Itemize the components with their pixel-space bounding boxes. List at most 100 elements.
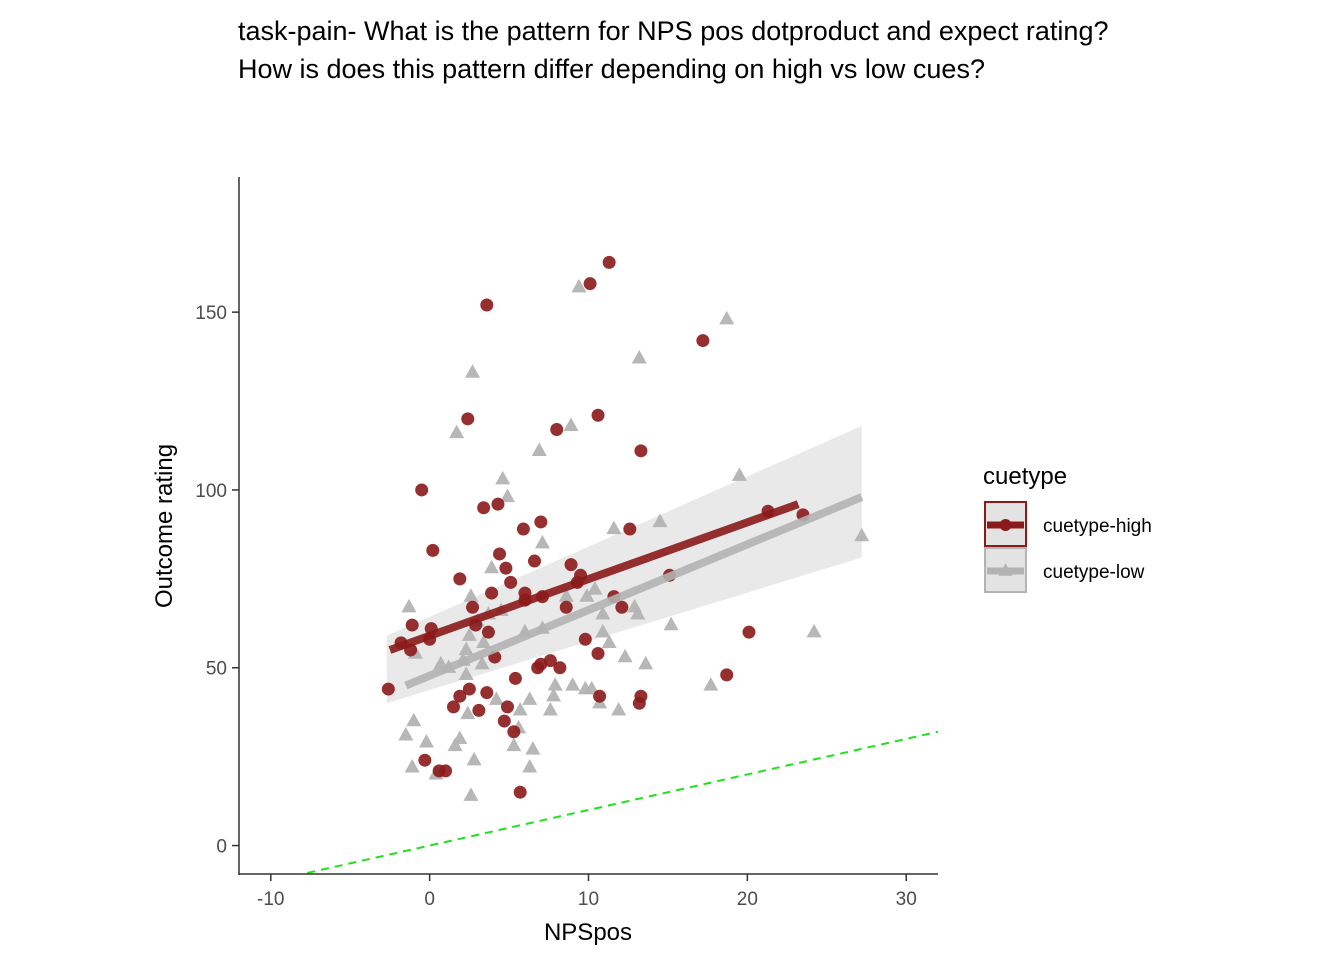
point-low-42 bbox=[547, 677, 563, 691]
x-tick-label-0: -10 bbox=[257, 889, 284, 910]
point-low-28 bbox=[495, 470, 511, 485]
point-high-0 bbox=[381, 682, 395, 696]
point-low-61 bbox=[638, 655, 654, 670]
point-low-34 bbox=[522, 691, 538, 705]
point-high-46 bbox=[564, 558, 578, 572]
point-high-34 bbox=[516, 522, 530, 536]
point-low-26 bbox=[488, 691, 504, 705]
point-low-2 bbox=[404, 758, 420, 773]
point-high-14 bbox=[461, 412, 475, 426]
point-low-5 bbox=[418, 734, 434, 748]
point-low-0 bbox=[398, 726, 414, 741]
point-low-68 bbox=[854, 527, 870, 542]
y-tick-label-2: 100 bbox=[195, 481, 227, 502]
point-high-44 bbox=[553, 661, 567, 675]
point-high-57 bbox=[623, 522, 637, 536]
point-low-14 bbox=[458, 641, 474, 656]
point-high-13 bbox=[453, 572, 467, 586]
point-high-19 bbox=[477, 501, 491, 515]
point-low-13 bbox=[458, 666, 474, 680]
point-low-17 bbox=[463, 588, 479, 602]
point-low-35 bbox=[522, 758, 538, 773]
point-high-21 bbox=[480, 686, 494, 700]
point-low-56 bbox=[611, 702, 627, 716]
point-low-41 bbox=[546, 687, 562, 702]
y-tick-label-1: 50 bbox=[206, 659, 227, 680]
x-axis-ticks: -10 0 10 20 30 bbox=[257, 874, 917, 910]
chart-title: task-pain- What is the pattern for NPS p… bbox=[238, 12, 1344, 88]
point-low-38 bbox=[534, 534, 550, 549]
point-low-46 bbox=[571, 278, 587, 293]
point-low-20 bbox=[466, 751, 482, 766]
point-high-60 bbox=[634, 444, 648, 458]
point-high-53 bbox=[593, 689, 607, 703]
point-low-50 bbox=[587, 581, 603, 595]
point-high-42 bbox=[543, 654, 557, 668]
data-points bbox=[381, 255, 870, 801]
point-high-36 bbox=[518, 586, 532, 600]
point-low-67 bbox=[806, 623, 822, 638]
point-low-57 bbox=[617, 648, 633, 663]
point-low-32 bbox=[512, 702, 528, 716]
point-high-56 bbox=[615, 600, 629, 614]
legend: cuetype cuetype-high cuetype-low bbox=[983, 463, 1152, 593]
point-high-26 bbox=[493, 547, 507, 561]
reference-line bbox=[297, 730, 938, 874]
point-high-23 bbox=[485, 586, 499, 600]
point-high-32 bbox=[508, 671, 522, 685]
point-high-22 bbox=[481, 625, 495, 639]
point-high-27 bbox=[497, 714, 511, 728]
point-high-40 bbox=[534, 515, 548, 529]
legend-keys: cuetype-high cuetype-low bbox=[984, 501, 1152, 593]
point-low-3 bbox=[406, 712, 422, 727]
point-high-16 bbox=[466, 600, 480, 614]
x-axis-label: NPSpos bbox=[544, 919, 632, 946]
x-tick-label-1: 0 bbox=[424, 889, 435, 910]
point-low-25 bbox=[484, 559, 500, 574]
point-low-53 bbox=[595, 623, 611, 638]
point-low-19 bbox=[465, 364, 481, 378]
fit-line-low bbox=[404, 493, 864, 690]
x-tick-label-2: 10 bbox=[578, 889, 599, 910]
point-low-60 bbox=[631, 349, 647, 364]
point-high-59 bbox=[634, 689, 648, 703]
y-axis-label: Outcome rating bbox=[151, 444, 178, 608]
point-high-50 bbox=[583, 277, 597, 291]
point-low-43 bbox=[558, 588, 574, 602]
y-tick-label-3: 150 bbox=[195, 303, 227, 324]
point-high-37 bbox=[527, 554, 541, 568]
point-low-48 bbox=[579, 588, 595, 602]
point-low-11 bbox=[452, 730, 468, 744]
legend-label-1: cuetype-low bbox=[1043, 562, 1145, 583]
point-low-40 bbox=[542, 702, 558, 716]
point-low-52 bbox=[595, 606, 611, 620]
point-low-15 bbox=[460, 705, 476, 720]
point-high-25 bbox=[491, 497, 505, 511]
reference-line-group bbox=[297, 730, 938, 874]
point-low-18 bbox=[463, 787, 479, 801]
point-low-1 bbox=[401, 598, 417, 613]
point-low-16 bbox=[461, 627, 477, 641]
point-high-11 bbox=[446, 700, 460, 714]
point-high-49 bbox=[578, 632, 592, 646]
point-low-29 bbox=[499, 488, 515, 503]
point-high-31 bbox=[507, 725, 521, 739]
point-low-63 bbox=[663, 616, 679, 631]
x-tick-label-3: 20 bbox=[737, 889, 758, 910]
point-low-64 bbox=[703, 677, 719, 691]
point-high-64 bbox=[742, 625, 756, 639]
point-high-18 bbox=[472, 703, 486, 717]
point-high-52 bbox=[591, 408, 605, 422]
point-low-36 bbox=[525, 741, 541, 755]
regression-lines bbox=[388, 493, 864, 690]
y-tick-label-0: 0 bbox=[216, 837, 227, 858]
legend-key-marker-1 bbox=[998, 563, 1013, 576]
fit-line-high bbox=[388, 500, 800, 654]
point-low-65 bbox=[719, 310, 735, 325]
point-low-30 bbox=[506, 737, 522, 752]
point-high-63 bbox=[720, 668, 734, 682]
point-high-54 bbox=[602, 255, 616, 269]
point-low-62 bbox=[652, 513, 668, 528]
point-high-5 bbox=[418, 753, 432, 767]
